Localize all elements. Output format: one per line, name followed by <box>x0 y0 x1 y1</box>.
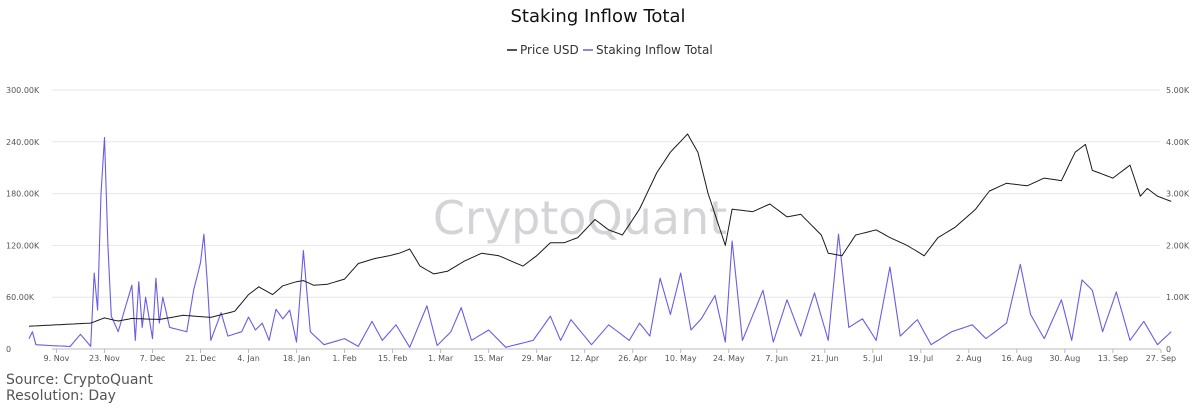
y-axis-left-ticks: 0 60.00K 120.00K 180.00K 240.00K 300.00K <box>6 86 40 354</box>
x-tick-label: 9. Nov <box>44 354 70 363</box>
legend-label-price: Price USD <box>520 43 579 57</box>
x-tick-label: 5. Jul <box>863 354 883 363</box>
y-left-tick-label: 240.00K <box>6 138 40 147</box>
legend-item-staking[interactable]: Staking Inflow Total <box>583 43 713 57</box>
x-tick-label: 27. Sep <box>1146 354 1176 363</box>
chart-title: Staking Inflow Total <box>510 6 685 27</box>
y-right-tick-label: 2.00K <box>1166 241 1190 250</box>
x-tick-label: 21. Jun <box>811 354 839 363</box>
y-axis-right-ticks: 0 1.00K 2.00K 3.00K 4.00K 5.00K <box>1166 86 1190 354</box>
x-tick-label: 30. Aug <box>1049 354 1080 363</box>
y-right-tick-label: 1.00K <box>1166 293 1190 302</box>
series-line-price-usd <box>28 133 1172 327</box>
x-tick-label: 12. Apr <box>570 354 600 363</box>
y-left-tick-label: 60.00K <box>6 293 35 302</box>
grid-lines <box>52 89 1160 298</box>
x-tick-label: 2. Aug <box>956 354 982 363</box>
x-tick-label: 7. Jun <box>765 354 788 363</box>
legend-label-staking: Staking Inflow Total <box>596 43 713 57</box>
footer-resolution: Resolution: Day <box>6 388 116 404</box>
x-tick-label: 10. May <box>665 354 697 363</box>
y-right-tick-label: 4.00K <box>1166 138 1190 147</box>
x-axis-ticks: 9. Nov 23. Nov 7. Dec 21. Dec 4. Jan 18. Jan 1… <box>44 349 1176 363</box>
legend-item-price[interactable]: Price USD <box>507 43 579 57</box>
y-right-tick-label: 3.00K <box>1166 190 1190 199</box>
x-tick-label: 26. Apr <box>618 354 648 363</box>
footer-source: Source: CryptoQuant <box>6 372 153 388</box>
x-tick-label: 23. Nov <box>89 354 120 363</box>
x-tick-label: 29. Mar <box>521 354 552 363</box>
legend[interactable]: Price USD Staking Inflow Total <box>507 43 713 57</box>
x-tick-label: 4. Jan <box>237 354 260 363</box>
series-line-staking-inflow <box>28 136 1172 348</box>
y-right-tick-label: 0 <box>1166 345 1171 354</box>
x-tick-label: 15. Feb <box>378 354 407 363</box>
y-left-tick-label: 300.00K <box>6 86 40 95</box>
x-tick-label: 15. Mar <box>473 354 504 363</box>
x-tick-label: 7. Dec <box>140 354 166 363</box>
x-tick-label: 21. Dec <box>185 354 216 363</box>
x-tick-label: 19. Jul <box>908 354 933 363</box>
watermark-text: CryptoQuant <box>433 191 727 245</box>
y-left-tick-label: 120.00K <box>6 241 40 250</box>
y-left-tick-label: 180.00K <box>6 190 40 199</box>
x-tick-label: 1. Feb <box>332 354 356 363</box>
x-tick-label: 1. Mar <box>428 354 454 363</box>
x-tick-label: 16. Aug <box>1001 354 1032 363</box>
x-tick-label: 24. May <box>713 354 745 363</box>
x-tick-label: 13. Sep <box>1098 354 1128 363</box>
series-layer <box>28 133 1172 348</box>
y-right-tick-label: 5.00K <box>1166 86 1190 95</box>
y-left-tick-label: 0 <box>6 345 11 354</box>
x-tick-label: 18. Jan <box>283 354 311 363</box>
